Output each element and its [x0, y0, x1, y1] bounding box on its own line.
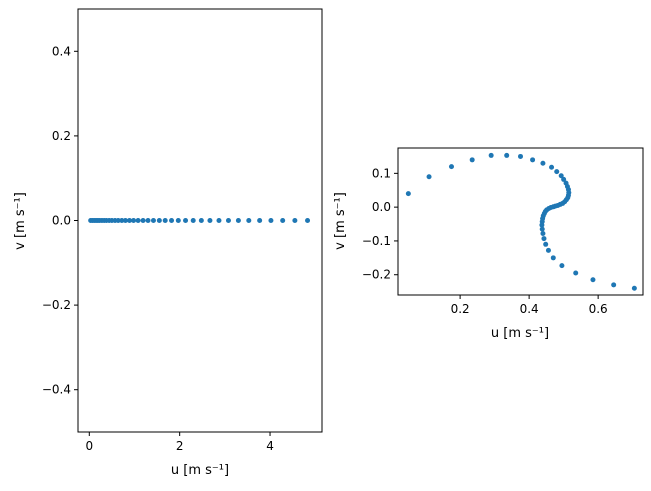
chart-2-points: [405, 152, 637, 291]
chart-1-data-point: [140, 218, 146, 223]
chart-1-y-tick-label: 0.2: [52, 129, 71, 143]
chart-2-x-tick-label: 0.2: [451, 302, 470, 316]
chart-2-y-ticks: −0.2 −0.1 0.0 0.1: [362, 166, 398, 282]
chart-1-data-point: [127, 218, 133, 223]
chart-2-data-point: [631, 285, 637, 291]
chart-2-data-point: [540, 160, 546, 166]
chart-2-data-point: [554, 169, 560, 175]
chart-1-x-ticks: 0 2 4: [85, 432, 274, 453]
chart-1-x-tick-label: 2: [176, 439, 184, 453]
chart-2-data-point: [539, 226, 545, 232]
chart-1: −0.4 −0.2 0.0 0.2 0.4 0 2 4 u [m s⁻¹] v [m s⁻¹…: [13, 8, 323, 478]
chart-2-data-point: [448, 164, 454, 170]
chart-1-data-point: [150, 218, 156, 223]
chart-2: −0.2 −0.1 0.0 0.1 0.2 0.4 0.6 u [m s⁻¹] v [m …: [333, 147, 644, 341]
chart-2-x-axis-label: u [m s⁻¹]: [491, 326, 549, 341]
chart-1-x-tick-label: 0: [85, 439, 93, 453]
chart-2-data-point: [426, 174, 432, 180]
chart-1-data-point: [175, 218, 181, 223]
chart-2-x-tick-label: 0.4: [520, 302, 539, 316]
chart-2-data-point: [543, 241, 549, 247]
chart-1-data-point: [268, 218, 274, 223]
chart-1-data-point: [190, 218, 196, 223]
chart-1-points: [88, 218, 311, 223]
chart-2-y-tick-label: 0.1: [372, 166, 391, 180]
chart-2-data-point: [530, 157, 536, 163]
chart-1-data-point: [198, 218, 204, 223]
chart-1-data-point: [119, 218, 125, 223]
chart-1-y-tick-label: 0.0: [52, 214, 71, 228]
chart-2-data-point: [550, 255, 556, 261]
chart-2-data-point: [469, 157, 475, 163]
chart-1-data-point: [207, 218, 213, 223]
chart-2-data-point: [540, 230, 546, 236]
chart-1-y-axis-label: v [m s⁻¹]: [13, 192, 28, 250]
chart-2-data-point: [549, 164, 555, 170]
chart-2-data-point: [488, 152, 494, 158]
chart-2-x-ticks: 0.2 0.4 0.6: [451, 295, 608, 316]
chart-2-y-tick-label: −0.2: [362, 268, 391, 282]
chart-1-data-point: [280, 218, 286, 223]
chart-1-data-point: [115, 218, 121, 223]
chart-1-y-tick-label: 0.4: [52, 44, 71, 58]
chart-2-data-point: [573, 270, 579, 276]
chart-1-y-tick-label: −0.4: [42, 383, 71, 397]
chart-1-data-point: [131, 218, 137, 223]
chart-1-data-point: [135, 218, 141, 223]
chart-2-y-tick-label: −0.1: [362, 234, 391, 248]
chart-1-data-point: [162, 218, 168, 223]
chart-2-x-tick-label: 0.6: [589, 302, 608, 316]
chart-2-data-point: [545, 247, 551, 253]
chart-1-y-ticks: −0.4 −0.2 0.0 0.2 0.4: [42, 44, 78, 397]
chart-2-data-point: [504, 152, 510, 158]
chart-2-plot-frame: [397, 147, 644, 296]
chart-2-data-point: [561, 176, 567, 182]
chart-1-data-point: [156, 218, 162, 223]
chart-2-data-point: [539, 222, 545, 228]
chart-1-data-point: [246, 218, 252, 223]
chart-2-data-point: [590, 277, 596, 283]
chart-1-data-point: [225, 218, 231, 223]
chart-2-data-point: [405, 191, 411, 197]
chart-2-data-point: [559, 263, 565, 269]
chart-2-y-tick-label: 0.0: [372, 200, 391, 214]
chart-2-data-point: [518, 153, 523, 159]
chart-1-data-point: [257, 218, 263, 223]
chart-2-data-point: [558, 173, 564, 179]
chart-2-data-point: [611, 282, 617, 288]
chart-1-y-tick-label: −0.2: [42, 298, 71, 312]
chart-1-data-point: [122, 218, 128, 223]
chart-2-data-point: [541, 236, 547, 242]
chart-1-x-axis-label: u [m s⁻¹]: [171, 463, 229, 478]
chart-1-data-point: [216, 218, 222, 223]
chart-1-x-tick-label: 4: [266, 439, 274, 453]
chart-1-data-point: [169, 218, 175, 223]
chart-2-y-axis-label: v [m s⁻¹]: [333, 192, 348, 250]
chart-1-data-point: [145, 218, 151, 223]
chart-1-data-point: [305, 218, 311, 223]
chart-1-data-point: [235, 218, 241, 223]
chart-1-data-point: [183, 218, 189, 223]
chart-1-data-point: [292, 218, 298, 223]
